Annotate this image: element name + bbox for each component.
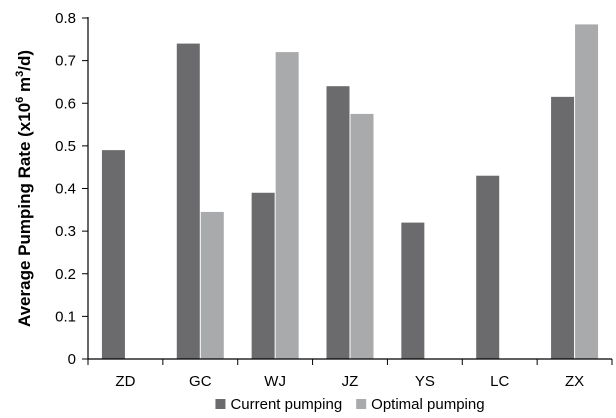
bar-current-pumping-gc	[176, 43, 200, 359]
y-axis-ticks: 0 0.1 0.2 0.3 0.4 0.5 0.6 0.7 0.8	[55, 10, 88, 368]
y-tick-label: 0	[68, 351, 76, 368]
bar-optimal-pumping-zx	[575, 24, 599, 360]
y-tick-label: 0.7	[55, 53, 76, 70]
x-axis-tick-labels: ZD GC WJ JZ YS LC ZX	[115, 373, 584, 390]
legend-swatch-optimal-pumping	[356, 399, 367, 409]
y-axis-title-superscript: 3	[14, 71, 26, 77]
x-tick-label-lc: LC	[490, 373, 509, 390]
bar-current-pumping-jz	[326, 86, 350, 359]
y-tick-label: 0.4	[55, 181, 76, 198]
y-axis-title-part: m	[15, 77, 34, 97]
x-tick-label-ys: YS	[415, 373, 435, 390]
x-tick-label-wj: WJ	[264, 373, 286, 390]
y-tick-label: 0.2	[55, 266, 76, 283]
legend: Current pumping Optimal pumping	[215, 396, 485, 413]
x-tick-label-zx: ZX	[565, 373, 584, 390]
y-axis-title-part: Average Pumping Rate (x10	[15, 103, 34, 327]
legend-label-optimal-pumping: Optimal pumping	[371, 396, 484, 413]
y-tick-label: 0.8	[55, 10, 76, 27]
legend-label-current-pumping: Current pumping	[230, 396, 342, 413]
bar-current-pumping-ys	[401, 222, 425, 359]
legend-swatch-current-pumping	[215, 399, 226, 409]
x-tick-label-zd: ZD	[115, 373, 135, 390]
bar-optimal-pumping-jz	[350, 113, 374, 359]
bar-current-pumping-zd	[101, 150, 125, 359]
bar-current-pumping-zx	[551, 96, 575, 359]
bar-optimal-pumping-gc	[200, 211, 224, 359]
x-tick-label-gc: GC	[189, 373, 212, 390]
y-tick-label: 0.1	[55, 308, 76, 325]
y-axis-title-part: /d)	[15, 50, 34, 71]
axes	[87, 17, 613, 365]
bar-optimal-pumping-wj	[275, 52, 299, 359]
y-tick-label: 0.3	[55, 223, 76, 240]
y-tick-label: 0.6	[55, 95, 76, 112]
bar-current-pumping-lc	[476, 175, 500, 359]
y-axis-title-superscript: 6	[14, 97, 26, 103]
bars	[101, 24, 599, 360]
y-axis-title-text: Average Pumping Rate (x106 m3/d)	[14, 50, 34, 327]
y-axis-title: Average Pumping Rate (x106 m3/d)	[14, 50, 34, 327]
y-tick-label: 0.5	[55, 138, 76, 155]
bar-current-pumping-wj	[251, 192, 275, 359]
x-tick-label-jz: JZ	[342, 373, 359, 390]
